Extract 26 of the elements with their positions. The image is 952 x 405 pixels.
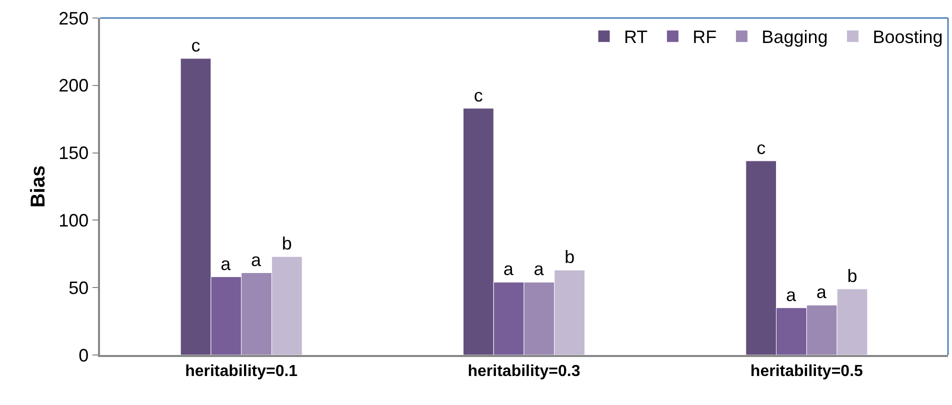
- data-label: a: [534, 259, 545, 280]
- data-label: a: [786, 284, 797, 305]
- y-tick-label: 250: [58, 8, 89, 28]
- data-label: a: [251, 250, 262, 270]
- legend-label: Boosting: [872, 27, 943, 48]
- data-label: a: [220, 254, 232, 274]
- legend-label: RF: [692, 27, 717, 48]
- data-label: c: [756, 138, 766, 158]
- x-tick-label: heritability=0.3: [468, 362, 580, 380]
- x-tick-label: heritability=0.1: [185, 362, 298, 380]
- y-tick-label: 100: [58, 210, 89, 230]
- legend-label: RT: [624, 27, 648, 48]
- data-label: b: [847, 266, 858, 286]
- x-tick-label: heritability=0.5: [750, 362, 864, 380]
- y-tick-label: 150: [58, 143, 89, 164]
- y-axis-title: Bias: [28, 165, 50, 208]
- data-label: a: [816, 282, 828, 302]
- y-tick-label: 0: [78, 345, 89, 366]
- data-label: b: [282, 234, 292, 254]
- legend-label: Bagging: [762, 27, 828, 48]
- data-label: b: [564, 247, 575, 268]
- y-tick-label: 200: [58, 76, 89, 96]
- y-tick-label: 50: [68, 278, 89, 298]
- data-label: c: [474, 85, 483, 106]
- data-label: c: [191, 35, 200, 56]
- data-label: a: [503, 259, 514, 280]
